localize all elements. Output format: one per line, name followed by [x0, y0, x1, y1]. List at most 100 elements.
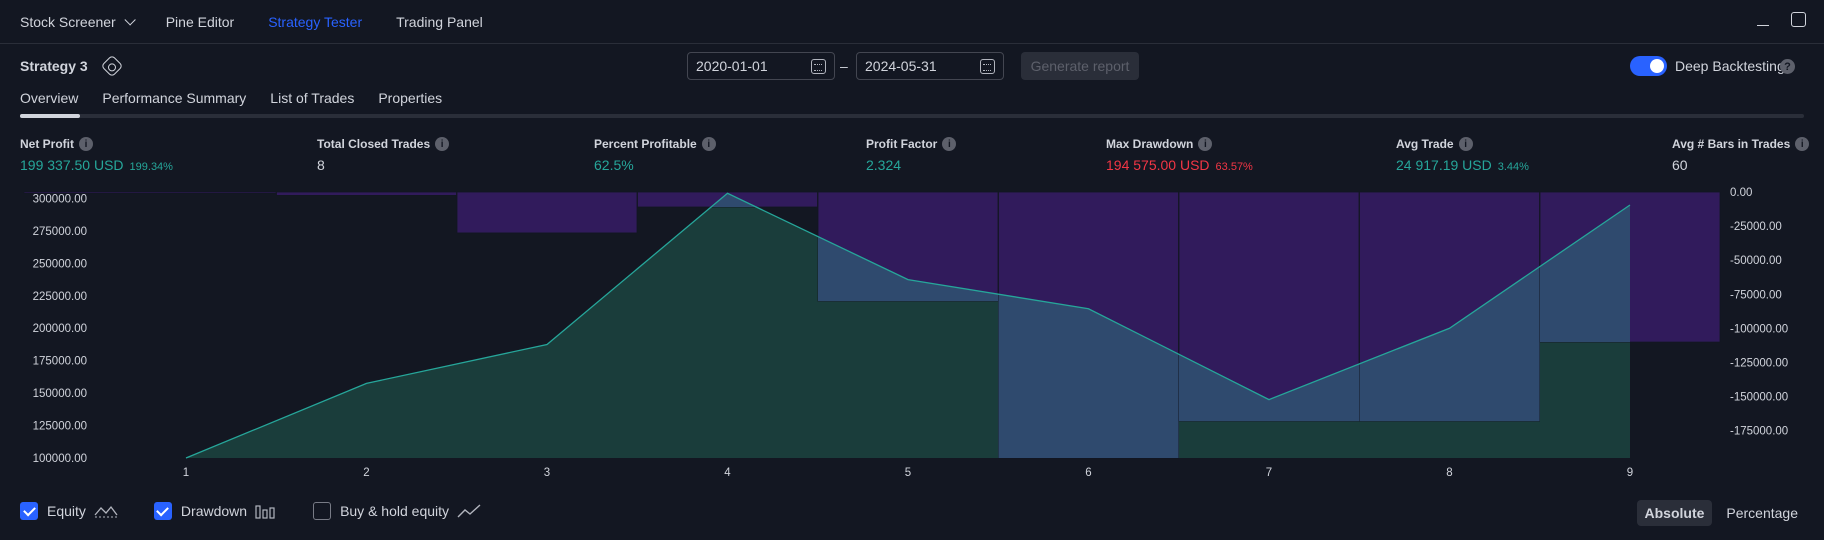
- top-tab-bar: Stock Screener Pine Editor Strategy Test…: [0, 0, 1824, 44]
- chevron-down-icon[interactable]: [124, 13, 136, 26]
- absolute-button[interactable]: Absolute: [1636, 500, 1713, 526]
- end-date-value: 2024-05-31: [865, 58, 937, 74]
- equity-area: [186, 193, 1630, 459]
- sub-tab-bar: Overview Performance Summary List of Tra…: [20, 90, 466, 106]
- deep-backtesting-label: Deep Backtesting: [1675, 58, 1785, 74]
- metric-value: 2.324: [866, 157, 956, 173]
- tab-strategy-tester[interactable]: Strategy Tester: [268, 14, 362, 30]
- metric-percent: 199.34%: [129, 161, 173, 173]
- legend-label: Drawdown: [180, 503, 248, 519]
- metric-label: Max Drawdown i: [1106, 137, 1253, 151]
- y-right-tick-label: -175000.00: [1730, 426, 1788, 438]
- info-icon[interactable]: i: [1795, 137, 1810, 151]
- x-tick-label: 2: [363, 467, 369, 479]
- metric-value: 60: [1672, 157, 1809, 173]
- legend-buy-hold[interactable]: Buy & hold equity: [313, 502, 481, 520]
- metric-label-text: Max Drawdown: [1106, 137, 1194, 151]
- equity-checkbox[interactable]: [20, 502, 38, 520]
- info-icon[interactable]: i: [701, 137, 716, 151]
- maximize-icon[interactable]: [1791, 12, 1806, 27]
- y-right-tick-label: 0.00: [1730, 187, 1752, 199]
- metric-label: Avg Trade i: [1396, 137, 1529, 151]
- metric-label-text: Avg Trade: [1396, 137, 1454, 151]
- end-date-input[interactable]: 2024-05-31: [856, 52, 1004, 80]
- metric-avg-bars-in-trades: Avg # Bars in Trades i 60: [1672, 137, 1810, 173]
- metric-value-text: 62.5%: [594, 157, 634, 173]
- legend-label: Buy & hold equity: [340, 503, 450, 519]
- metric-label-text: Percent Profitable: [594, 137, 697, 151]
- equity-icon: [94, 505, 118, 518]
- metric-value-text: 2.324: [866, 157, 902, 173]
- metric-label: Avg # Bars in Trades i: [1672, 137, 1810, 151]
- metric-label-text: Total Closed Trades: [317, 137, 431, 151]
- tab-trading-panel[interactable]: Trading Panel: [396, 14, 483, 30]
- percentage-button[interactable]: Percentage: [1726, 505, 1798, 521]
- generate-report-button[interactable]: Generate report: [1021, 52, 1139, 80]
- y-right-tick-label: -50000.00: [1730, 255, 1782, 267]
- tab-stock-screener[interactable]: Stock Screener: [20, 13, 136, 30]
- calendar-icon[interactable]: [980, 59, 995, 74]
- info-icon[interactable]: i: [435, 137, 450, 151]
- help-icon[interactable]: ?: [1780, 59, 1795, 74]
- y-left-tick-label: 250000.00: [33, 258, 87, 270]
- tab-properties[interactable]: Properties: [378, 90, 443, 106]
- metric-avg-trade: Avg Trade i 24 917.19 USD 3.44%: [1396, 137, 1529, 173]
- metric-percent: 63.57%: [1215, 161, 1253, 173]
- metric-value-text: 199 337.50 USD: [20, 157, 124, 173]
- tab-overview[interactable]: Overview: [20, 90, 79, 106]
- y-left-tick-label: 200000.00: [33, 323, 87, 335]
- metric-value: 24 917.19 USD 3.44%: [1396, 157, 1529, 173]
- metric-value: 199 337.50 USD 199.34%: [20, 157, 173, 173]
- metric-profit-factor: Profit Factor i 2.324: [866, 137, 957, 173]
- tab-label: Pine Editor: [165, 13, 235, 30]
- y-right-tick-label: -100000.00: [1730, 323, 1788, 335]
- deep-backtesting-toggle[interactable]: [1630, 56, 1667, 76]
- metric-value-text: 24 917.19 USD: [1396, 157, 1492, 173]
- sub-tab-track: [20, 114, 1804, 118]
- y-left-tick-label: 300000.00: [33, 193, 87, 205]
- metric-label: Net Profit i: [20, 137, 173, 151]
- x-tick-label: 7: [1266, 467, 1272, 479]
- tab-list-of-trades[interactable]: List of Trades: [270, 90, 355, 106]
- info-icon[interactable]: i: [79, 137, 93, 151]
- info-icon[interactable]: i: [1458, 137, 1473, 151]
- start-date-input[interactable]: 2020-01-01: [687, 52, 835, 80]
- legend-equity[interactable]: Equity: [20, 502, 118, 520]
- equity-drawdown-chart: 300000.00 275000.00 250000.00 225000.00 2000…: [23, 187, 1788, 479]
- metric-label-text: Net Profit: [20, 137, 74, 151]
- y-right-tick-label: -150000.00: [1730, 392, 1788, 404]
- info-icon[interactable]: i: [1198, 137, 1213, 151]
- window-controls: [1757, 12, 1806, 27]
- metric-value-text: 194 575.00 USD: [1106, 157, 1210, 173]
- x-tick-label: 9: [1627, 467, 1633, 479]
- metric-value: 194 575.00 USD 63.57%: [1106, 157, 1253, 173]
- tab-performance-summary[interactable]: Performance Summary: [102, 90, 247, 106]
- metric-total-closed-trades: Total Closed Trades i 8: [317, 137, 450, 173]
- metric-label: Total Closed Trades i: [317, 137, 450, 151]
- legend-drawdown[interactable]: Drawdown: [153, 502, 277, 520]
- tab-pine-editor[interactable]: Pine Editor: [166, 14, 234, 30]
- chart-legend: Equity Drawdown Buy & hold equity: [20, 502, 517, 520]
- y-left-tick-label: 175000.00: [33, 356, 87, 368]
- metric-percent-profitable: Percent Profitable i 62.5%: [594, 137, 716, 173]
- x-tick-label: 1: [183, 467, 189, 479]
- calendar-icon[interactable]: [811, 59, 826, 74]
- buy-hold-checkbox[interactable]: [313, 502, 332, 520]
- start-date-value: 2020-01-01: [696, 58, 768, 74]
- x-tick-label: 8: [1446, 467, 1452, 479]
- y-left-tick-label: 100000.00: [33, 453, 87, 465]
- metric-percent: 3.44%: [1497, 161, 1529, 173]
- minimize-icon[interactable]: [1757, 14, 1769, 26]
- settings-gear-icon[interactable]: [100, 54, 124, 78]
- tab-label: Strategy Tester: [268, 13, 363, 30]
- drawdown-checkbox[interactable]: [153, 502, 172, 520]
- x-tick-label: 6: [1085, 467, 1091, 479]
- buy-hold-icon: [457, 504, 481, 518]
- date-separator: –: [840, 58, 848, 74]
- metric-value-text: 8: [317, 157, 325, 173]
- tab-label: Stock Screener: [20, 13, 116, 30]
- y-left-tick-label: 125000.00: [33, 421, 87, 433]
- metric-max-drawdown: Max Drawdown i 194 575.00 USD 63.57%: [1106, 137, 1253, 173]
- y-left-tick-label: 225000.00: [33, 291, 87, 303]
- info-icon[interactable]: i: [942, 137, 957, 151]
